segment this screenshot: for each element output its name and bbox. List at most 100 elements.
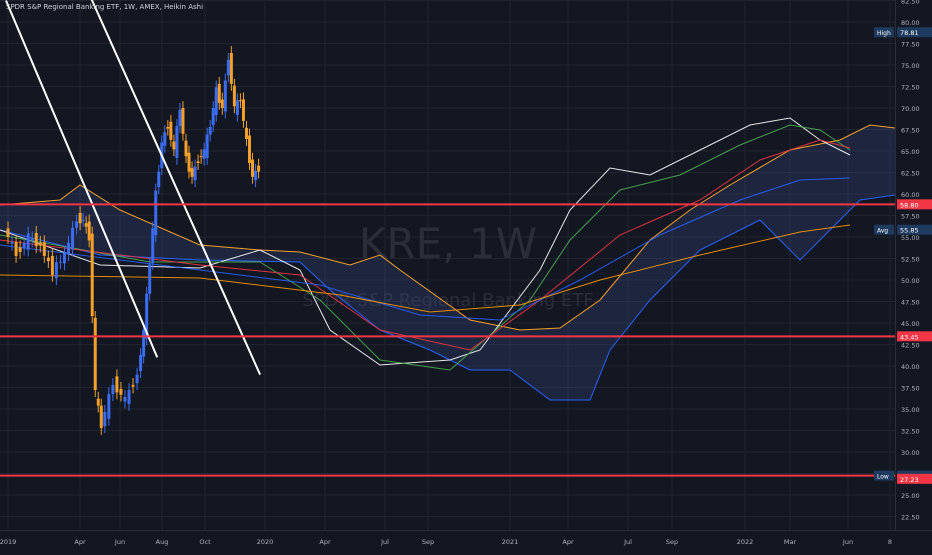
price-tick-label: 57.50 (901, 213, 920, 221)
candle-body (211, 108, 215, 126)
candle-body (238, 100, 242, 102)
price-value-tag (897, 331, 932, 342)
moving-average-4 (0, 177, 851, 321)
price-value-text: 78.81 (900, 29, 919, 37)
price-value-text: 58.80 (900, 201, 919, 209)
candle-body (202, 149, 206, 159)
candle-body (175, 126, 179, 158)
candle-body (135, 374, 139, 384)
time-tick-label: 2022 (737, 538, 754, 546)
price-tick-label: 72.50 (901, 84, 920, 92)
candle-body (196, 161, 200, 164)
price-axis[interactable]: 22.5025.0027.5030.0032.5035.0037.5040.00… (874, 0, 932, 530)
price-tick-label: 45.00 (901, 320, 920, 328)
candles (6, 46, 261, 435)
candle-body (248, 135, 252, 164)
watermark-symbol: KRE, 1W (359, 219, 537, 268)
price-tick-label: 32.50 (901, 428, 920, 436)
candle-body (254, 170, 258, 181)
price-value-text: 43.45 (900, 333, 919, 341)
candle-body (10, 242, 14, 244)
candle-body (30, 238, 34, 241)
candle-body (151, 228, 155, 263)
price-tick-label: 70.00 (901, 105, 920, 113)
price-tick-label: 80.00 (901, 19, 920, 27)
time-axis[interactable]: 2019 Apr Jun Aug Oct 2020 Apr Jul Sep 2021 Apr Jul S… (0, 530, 932, 551)
price-value-text: 55.85 (900, 227, 919, 235)
price-tick-label: 65.00 (901, 148, 920, 156)
price-value-text: 27.23 (900, 476, 919, 484)
price-tick-label: 37.50 (901, 385, 920, 393)
candle-body (81, 219, 85, 221)
price-tick-label: 82.50 (901, 0, 920, 6)
candle-body (148, 264, 152, 294)
trendline-1 (5, 0, 159, 358)
candle-body (235, 100, 239, 115)
candle-body (205, 134, 209, 158)
price-tick-label: 55.00 (901, 234, 920, 242)
candle-body (46, 257, 50, 262)
time-tick-label: Jul (623, 538, 632, 546)
candle-body (58, 261, 62, 263)
price-value-tag (897, 199, 932, 210)
moving-average-2 (0, 124, 851, 371)
candle-body (257, 165, 261, 172)
price-tick-label: 25.00 (901, 492, 920, 500)
time-tick-label: Jun (842, 538, 853, 546)
candle-body (166, 126, 170, 129)
price-tick-label: 60.00 (901, 191, 920, 199)
candle-body (145, 293, 149, 339)
price-tick-label: 50.00 (901, 277, 920, 285)
time-tick-label: Apr (562, 538, 574, 546)
price-label-tag (874, 27, 894, 38)
candle-body (229, 52, 233, 84)
candle-body (241, 99, 245, 121)
price-label-tag (874, 224, 894, 235)
candle-body (26, 233, 30, 250)
candle-body (67, 242, 71, 255)
price-tick-label: 47.50 (901, 299, 920, 307)
price-tick-label: 22.50 (901, 514, 920, 522)
time-tick-label: 8 (888, 538, 892, 546)
price-value-tag (897, 27, 932, 38)
candle-body (71, 227, 75, 250)
chart-plot-area[interactable]: KRE, 1W SPDR S&P Regional Banking ETF SPD… (0, 0, 896, 530)
candle-body (34, 232, 38, 247)
candle-body (142, 329, 146, 357)
price-label-tag (874, 470, 894, 481)
candle-body (178, 109, 182, 127)
candle-body (131, 384, 135, 387)
candle-body (123, 396, 127, 402)
price-tick-label: 62.50 (901, 170, 920, 178)
price-label-name: Avg (877, 228, 888, 235)
time-tick-label: 2020 (257, 538, 274, 546)
price-tick-label: 35.00 (901, 406, 920, 414)
time-tick-label: Apr (319, 538, 331, 546)
time-tick-label: 2021 (502, 538, 519, 546)
time-tick-label: Sep (666, 538, 678, 546)
price-label-name: Low (877, 474, 889, 481)
candle-body (42, 242, 46, 256)
moving-average-1 (0, 117, 851, 366)
candle-body (103, 411, 107, 427)
candle-body (99, 405, 103, 428)
candle-body (22, 242, 26, 249)
price-value-tag (897, 224, 932, 235)
candle-body (244, 127, 248, 139)
candle-body (217, 83, 221, 103)
candle-body (187, 152, 191, 172)
candle-body (193, 166, 197, 181)
price-tick-label: 42.50 (901, 342, 920, 350)
candle-body (214, 87, 218, 115)
candle-body (93, 317, 97, 391)
candle-body (38, 242, 42, 246)
candle-body (107, 394, 111, 419)
cloud-span-a (0, 124, 896, 331)
price-value-tag (897, 473, 932, 484)
candle-body (6, 228, 10, 237)
price-label-name: High (877, 30, 891, 37)
candle-body (90, 233, 94, 317)
cloud-span-b (0, 194, 896, 401)
time-tick-label: Apr (74, 538, 86, 546)
